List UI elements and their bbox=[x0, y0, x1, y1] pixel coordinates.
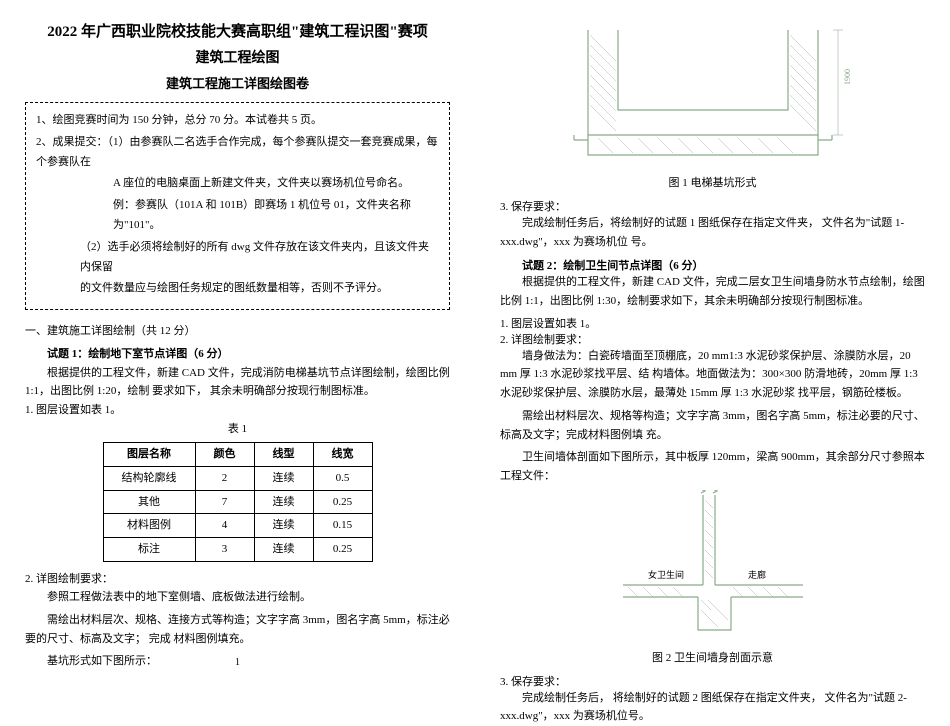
req2t-r: 2. 详图绘制要求： bbox=[500, 331, 925, 347]
inst-line-2b: A 座位的电脑桌面上新建文件夹，文件夹以赛场机位号命名。 bbox=[36, 174, 439, 194]
th-3: 线宽 bbox=[313, 443, 372, 467]
req2-title: 2. 详图绘制要求： bbox=[25, 570, 450, 589]
title-line-3: 建筑工程施工详图绘图卷 bbox=[25, 73, 450, 92]
inst-line-2: 2、成果提交：（1）由参赛队二名选手合作完成，每个参赛队提交一套竞赛成果，每个参… bbox=[36, 133, 439, 173]
figure-1-wrap: 1900 bbox=[500, 20, 925, 170]
td: 0.15 bbox=[313, 514, 372, 538]
figure-2-svg: 女卫生间 走廊 bbox=[603, 490, 823, 645]
save3b-body: 完成绘制任务后， 将绘制好的试题 2 图纸保存在指定文件夹， 文件名为"试题 2… bbox=[500, 689, 925, 726]
layer-table: 图层名称 颜色 线型 线宽 结构轮廓线 2 连续 0.5 其他 7 连续 0.2… bbox=[103, 442, 373, 561]
td: 0.25 bbox=[313, 490, 372, 514]
th-1: 颜色 bbox=[195, 443, 254, 467]
figure-2-wrap: 女卫生间 走廊 bbox=[500, 490, 925, 645]
section-a-heading: 一、建筑施工详图绘制（共 12 分） bbox=[25, 322, 450, 341]
title-line-2: 建筑工程绘图 bbox=[25, 47, 450, 67]
td: 连续 bbox=[254, 490, 313, 514]
q1-title: 试题 1：绘制地下室节点详图（6 分） bbox=[25, 345, 450, 364]
wall-c: 卫生间墙体剖面如下图所示，其中板厚 120mm，梁高 900mm，其余部分尺寸参… bbox=[500, 448, 925, 485]
req2-b: 需绘出材料层次、规格、连接方式等构造；文字字高 3mm，图名字高 5mm，标注必… bbox=[25, 611, 450, 648]
wall-a: 墙身做法为：白瓷砖墙面至顶棚底，20 mm1:3 水泥砂浆保护层、涂膜防水层，2… bbox=[500, 347, 925, 403]
section-a: 一、建筑施工详图绘制（共 12 分） 试题 1：绘制地下室节点详图（6 分） 根… bbox=[25, 322, 450, 671]
wall-b: 需绘出材料层次、规格等构造；文字字高 3mm，图名字高 5mm，标注必要的尺寸、… bbox=[500, 407, 925, 444]
page-number: 1 bbox=[235, 657, 240, 668]
right-column: 1900 图 1 电梯基坑形式 3. 保存要求： 完成绘制任务后，将绘制好的试题… bbox=[475, 0, 950, 672]
instructions-box: 1、绘图竞赛时间为 150 分钟，总分 70 分。本试卷共 5 页。 2、成果提… bbox=[25, 102, 450, 310]
td: 连续 bbox=[254, 514, 313, 538]
left-column: 2022 年广西职业院校技能大赛高职组"建筑工程识图"赛项 建筑工程绘图 建筑工… bbox=[0, 0, 475, 672]
figure-1-svg: 1900 bbox=[568, 20, 858, 170]
inst-line-3b: 的文件数量应与绘图任务规定的图纸数量相等，否则不予评分。 bbox=[36, 279, 439, 299]
q1-body: 根据提供的工程文件，新建 CAD 文件，完成消防电梯基坑节点详图绘制，绘图比例 … bbox=[25, 364, 450, 401]
td: 其他 bbox=[103, 490, 195, 514]
label-right: 走廊 bbox=[748, 569, 766, 580]
save3-body: 完成绘制任务后，将绘制好的试题 1 图纸保存在指定文件夹， 文件名为"试题 1-… bbox=[500, 214, 925, 251]
inst-line-1: 1、绘图竞赛时间为 150 分钟，总分 70 分。本试卷共 5 页。 bbox=[36, 111, 439, 131]
td: 2 bbox=[195, 466, 254, 490]
td: 7 bbox=[195, 490, 254, 514]
fig2-caption: 图 2 卫生间墙身剖面示意 bbox=[500, 649, 925, 665]
q2-title: 试题 2：绘制卫生间节点详图（6 分） bbox=[500, 257, 925, 273]
table-caption: 表 1 bbox=[25, 420, 450, 439]
td: 连续 bbox=[254, 466, 313, 490]
layer1-r: 1. 图层设置如表 1。 bbox=[500, 315, 925, 331]
td: 连续 bbox=[254, 538, 313, 562]
td: 0.5 bbox=[313, 466, 372, 490]
svg-text:1900: 1900 bbox=[843, 69, 852, 85]
inst-line-3: （2）选手必须将绘制好的所有 dwg 文件存放在该文件夹内，且该文件夹内保留 bbox=[36, 238, 439, 278]
td: 0.25 bbox=[313, 538, 372, 562]
td: 3 bbox=[195, 538, 254, 562]
th-0: 图层名称 bbox=[103, 443, 195, 467]
inst-line-2c: 例：参赛队（101A 和 101B）即赛场 1 机位号 01，文件夹名称为"10… bbox=[36, 196, 439, 236]
td: 4 bbox=[195, 514, 254, 538]
save3-title: 3. 保存要求： bbox=[500, 198, 925, 214]
title-line-1: 2022 年广西职业院校技能大赛高职组"建筑工程识图"赛项 bbox=[25, 20, 450, 41]
td: 结构轮廓线 bbox=[103, 466, 195, 490]
label-left: 女卫生间 bbox=[648, 569, 684, 580]
td: 材料图例 bbox=[103, 514, 195, 538]
td: 标注 bbox=[103, 538, 195, 562]
q2-body: 根据提供的工程文件，新建 CAD 文件，完成二层女卫生间墙身防水节点绘制，绘图比… bbox=[500, 273, 925, 310]
fig1-caption: 图 1 电梯基坑形式 bbox=[500, 174, 925, 190]
save3b-title: 3. 保存要求： bbox=[500, 673, 925, 689]
req2-a: 参照工程做法表中的地下室侧墙、底板做法进行绘制。 bbox=[25, 588, 450, 607]
layer-intro: 1. 图层设置如表 1。 bbox=[25, 401, 450, 420]
th-2: 线型 bbox=[254, 443, 313, 467]
